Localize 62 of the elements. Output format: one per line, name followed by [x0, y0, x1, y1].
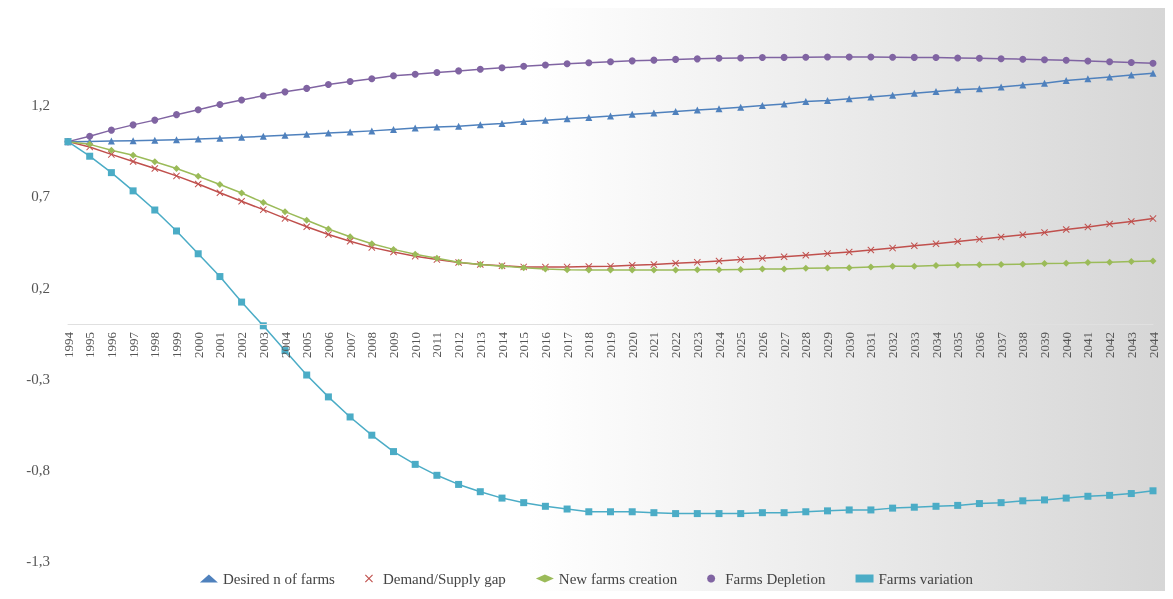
x-tick-label: 2038 [1015, 331, 1031, 358]
legend-label: New farms creation [558, 570, 678, 587]
y-tick-label: -0,3 [26, 370, 50, 387]
x-tick-label: 2027 [776, 331, 792, 358]
x-tick-label: 2001 [212, 331, 228, 358]
x-tick-label: 2033 [906, 331, 922, 358]
x-tick-label: 2000 [190, 331, 206, 358]
x-tick-label: 2021 [646, 331, 662, 358]
y-tick-label: -0,8 [26, 461, 50, 478]
x-tick-label: 2025 [733, 331, 749, 358]
legend-label: Farms Depletion [725, 570, 827, 587]
x-tick-label: 2009 [386, 331, 401, 358]
legend-label: Farms variation [878, 570, 974, 587]
x-tick-label: 2026 [754, 331, 770, 358]
x-tick-label: 2010 [407, 331, 423, 358]
x-tick-label: 2022 [668, 331, 684, 358]
x-tick-label: 2002 [234, 331, 250, 358]
x-tick-label: 2040 [1058, 331, 1074, 358]
x-tick-label: 2011 [429, 331, 445, 358]
legend-label: Demand/Supply gap [382, 570, 506, 587]
x-tick-label: 1996 [103, 331, 119, 358]
x-tick-label: 2007 [342, 331, 358, 358]
x-tick-label: 2029 [820, 331, 835, 358]
x-tick-label: 2018 [581, 331, 597, 358]
x-tick-label: 2043 [1123, 331, 1139, 358]
x-tick-label: 2020 [624, 331, 640, 358]
y-tick-label: 1,2 [31, 97, 50, 114]
x-tick-label: 1998 [147, 331, 163, 358]
x-tick-label: 2030 [841, 331, 857, 358]
x-tick-label: 2012 [451, 331, 467, 358]
y-tick-label: 0,7 [31, 188, 51, 205]
x-tick-label: 2036 [971, 331, 987, 358]
x-tick-label: 2032 [885, 331, 901, 358]
x-tick-label: 2044 [1145, 331, 1161, 358]
x-tick-label: 2013 [472, 331, 488, 358]
x-tick-label: 2019 [603, 331, 618, 358]
x-tick-label: 2041 [1080, 331, 1096, 358]
x-tick-label: 2005 [299, 331, 315, 358]
x-tick-label: 2023 [689, 331, 705, 358]
y-tick-label: -1,3 [26, 553, 50, 569]
x-tick-label: 1997 [125, 331, 141, 358]
x-tick-label: 2042 [1102, 331, 1118, 358]
x-tick-label: 2015 [516, 331, 532, 358]
x-tick-label: 2008 [364, 331, 380, 358]
x-tick-label: 2014 [494, 331, 510, 358]
y-tick-label: 0,2 [31, 279, 50, 296]
x-tick-label: 2035 [950, 331, 966, 358]
x-tick-label: 2003 [255, 331, 271, 358]
x-tick-label: 2037 [993, 331, 1009, 358]
x-tick-label: 2024 [711, 331, 727, 358]
x-tick-label: 2028 [798, 331, 814, 358]
x-tick-label: 1994 [60, 331, 76, 358]
x-tick-label: 1999 [169, 331, 184, 358]
x-tick-label: 2017 [559, 331, 575, 358]
legend-label: Desired n of farms [222, 570, 336, 587]
x-tick-label: 1995 [82, 331, 98, 358]
x-tick-label: 2016 [537, 331, 553, 358]
x-tick-label: 2004 [277, 331, 293, 358]
x-tick-label: 2034 [928, 331, 944, 358]
x-tick-label: 2039 [1037, 331, 1052, 358]
x-tick-label: 2006 [320, 331, 336, 358]
x-tick-label: 2031 [863, 331, 879, 358]
